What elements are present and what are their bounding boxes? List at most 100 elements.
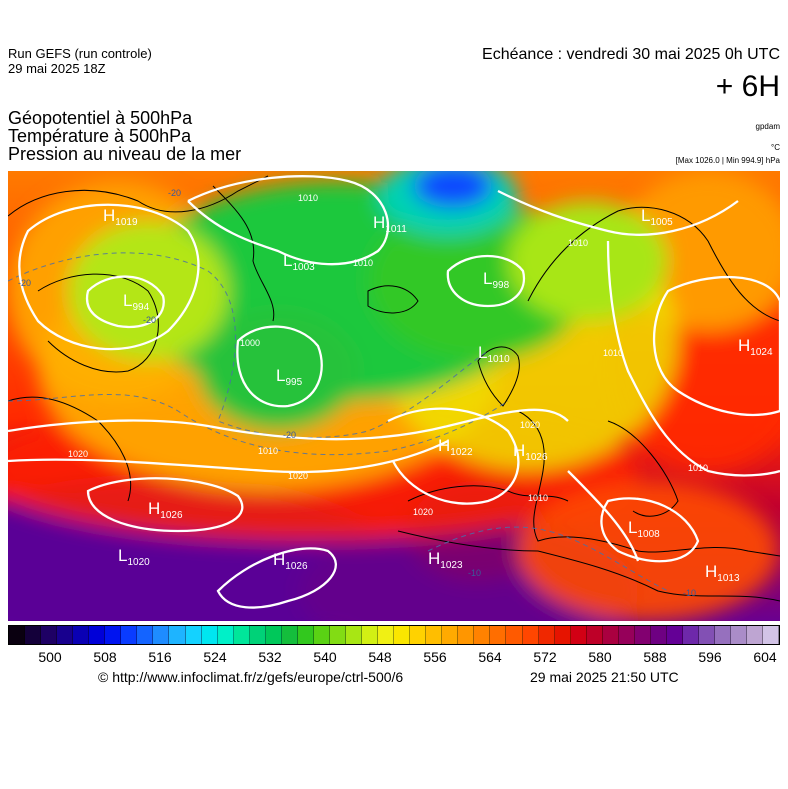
isotherm-label: -10 [683, 588, 696, 598]
isotherm-label: -20 [283, 430, 296, 440]
low-pressure-center: L995 [276, 366, 303, 388]
legend-swatch [329, 626, 346, 644]
copyright-text: © http://www.infoclimat.fr/z/gefs/europe… [98, 669, 404, 685]
isotherm-label: -10 [468, 568, 481, 578]
isobar-label: 1010 [688, 463, 708, 473]
legend-swatch [73, 626, 90, 644]
legend-tick-label: 500 [38, 649, 62, 665]
isobar-label: 1010 [528, 493, 548, 503]
legend-swatch [763, 626, 780, 644]
coast-north-africa [397, 530, 780, 602]
legend-swatch [442, 626, 459, 644]
legend-swatch [682, 626, 700, 644]
legend-swatch [137, 626, 154, 644]
coast-europe-south [517, 410, 780, 557]
isobar-label: 1010 [353, 258, 373, 268]
high-pressure-center: H1026 [148, 499, 183, 521]
high-pressure-center: H1013 [705, 562, 740, 584]
legend-swatch [297, 626, 314, 644]
unit-pressure-range: [Max 1026.0 | Min 994.9] hPa [675, 156, 780, 165]
unit-temperature: °C [771, 143, 780, 152]
isobar-label: 1010 [568, 238, 588, 248]
coast-scandinavia [527, 206, 780, 322]
legend-swatch [217, 626, 234, 644]
isobar-line [216, 547, 337, 609]
isobar-label: 1020 [68, 449, 88, 459]
high-pressure-center: H1022 [438, 436, 473, 458]
unit-geopotential: gpdam [755, 122, 780, 131]
high-pressure-center: H1019 [103, 206, 138, 228]
legend-swatch [313, 626, 330, 644]
isobar-label: 1010 [603, 348, 623, 358]
legend-tick-label: 588 [643, 649, 667, 665]
legend-tick-label: 524 [203, 649, 227, 665]
coast-iberia-north [407, 485, 569, 502]
run-date: 29 mai 2025 18Z [8, 61, 106, 76]
legend-swatch [281, 626, 298, 644]
title-temperature: Température à 500hPa [8, 126, 192, 146]
color-legend [8, 625, 780, 645]
isobars [8, 175, 780, 609]
legend-swatch [233, 626, 250, 644]
low-pressure-center: L998 [483, 269, 510, 291]
legend-swatch [185, 626, 202, 644]
legend-swatch [474, 626, 491, 644]
isotherms [8, 252, 669, 592]
legend-swatch [747, 626, 764, 644]
low-pressure-center: L994 [123, 291, 150, 313]
isobar-label: 1010 [298, 193, 318, 203]
legend-tick-label: 572 [533, 649, 557, 665]
isobar-line [18, 203, 200, 351]
isotherm-line [8, 393, 509, 456]
legend-swatch [169, 626, 186, 644]
weather-map: H1019 L994 L1003 H1011 L998 L1005 L995 H1024 L10… [8, 171, 780, 621]
legend-tick-label: 580 [588, 649, 612, 665]
legend-swatch [153, 626, 170, 644]
legend-swatch [362, 626, 379, 644]
isobar-line [652, 275, 780, 417]
legend-swatch [458, 626, 475, 644]
legend-swatch [345, 626, 363, 644]
legend-tick-label: 516 [148, 649, 172, 665]
legend-swatch [699, 626, 716, 644]
isobar-line [86, 477, 244, 533]
legend-tick-label: 604 [753, 649, 777, 665]
legend-ticks: 500 508 516 524 532 540 548 556 564 572 580 588 596 6… [0, 649, 788, 667]
legend-swatch [650, 626, 667, 644]
isobar-line [8, 408, 569, 441]
legend-swatch [378, 626, 395, 644]
legend-swatch [506, 626, 523, 644]
isobar-line [600, 497, 700, 563]
high-pressure-center: H1026 [273, 550, 308, 572]
coast-italy-balkans [607, 420, 679, 517]
legend-tick-label: 564 [478, 649, 502, 665]
legend-swatch [554, 626, 571, 644]
isobar-label: 1010 [258, 446, 278, 456]
legend-swatch [538, 626, 555, 644]
run-title: Run GEFS (run controle) [8, 46, 152, 61]
legend-swatch [490, 626, 507, 644]
legend-swatch [89, 626, 106, 644]
coast-hudson [37, 273, 159, 373]
coast-iceland [367, 285, 419, 314]
isotherm-label: -20 [143, 315, 156, 325]
pressure-centers: H1019 L994 L1003 H1011 L998 L1005 L995 H1024 L10… [103, 206, 773, 584]
isobar-line [236, 325, 323, 408]
isotherm-line [427, 526, 669, 592]
legend-swatch [9, 626, 26, 644]
legend-swatch [618, 626, 635, 644]
legend-tick-label: 532 [258, 649, 282, 665]
legend-swatch [602, 626, 619, 644]
coast-greenland-west [8, 175, 269, 217]
legend-swatch [634, 626, 651, 644]
valid-time: Echéance : vendredi 30 mai 2025 0h UTC [482, 46, 780, 63]
high-pressure-center: H1024 [738, 336, 773, 358]
coast-british-isles [477, 346, 520, 407]
legend-swatch [121, 626, 138, 644]
legend-tick-label: 540 [313, 649, 337, 665]
isobar-line [387, 407, 520, 505]
low-pressure-center: L1010 [478, 343, 510, 365]
isobar-label: 1000 [240, 338, 260, 348]
high-pressure-center: H1023 [428, 549, 463, 571]
title-pressure: Pression au niveau de la mer [8, 144, 242, 164]
